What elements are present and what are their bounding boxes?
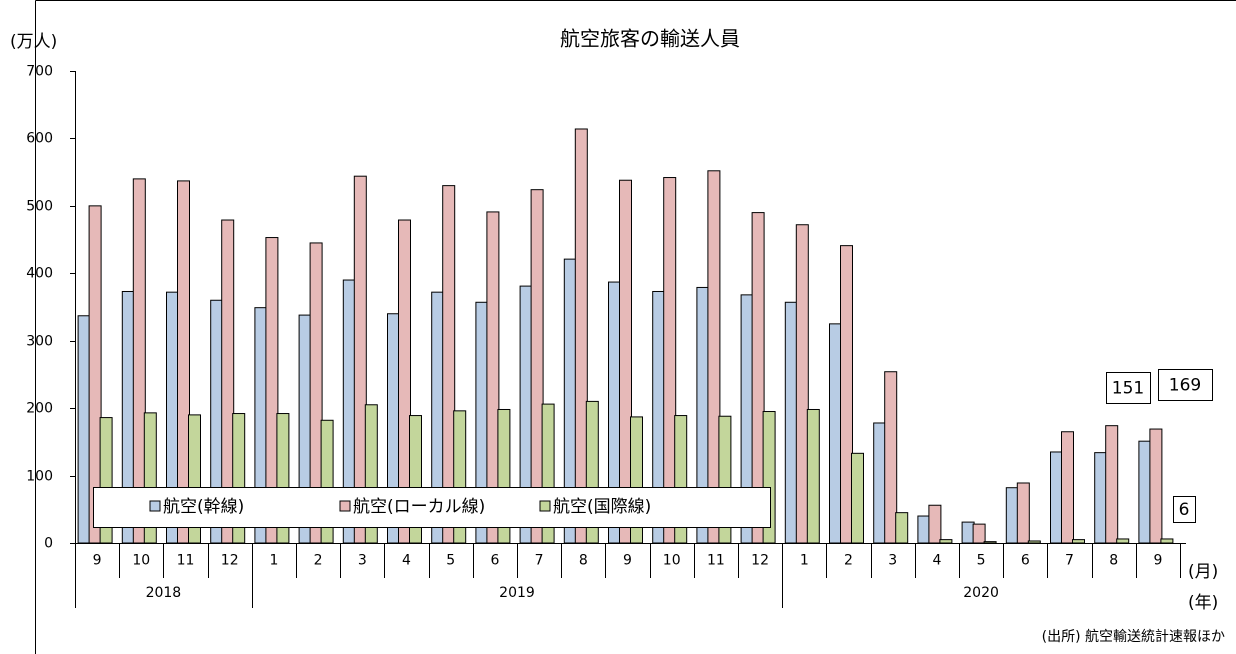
x-group-label: 2018 [146, 585, 182, 601]
x-group-label: 2019 [499, 585, 535, 601]
bar [574, 128, 588, 544]
bar [784, 301, 798, 544]
value-label: 6 [1179, 500, 1190, 520]
y-tick-label: 500 [26, 199, 53, 215]
chart-title: 航空旅客の輸送人員 [560, 27, 740, 51]
x-tick-label: 6 [1021, 553, 1030, 569]
x-tick-label: 4 [932, 553, 941, 569]
bar [873, 422, 887, 544]
x-tick-label: 5 [446, 553, 455, 569]
bar [1072, 539, 1085, 544]
legend-label: 航空(幹線) [163, 496, 244, 517]
value-label-box [1106, 372, 1151, 404]
bar [961, 521, 975, 544]
bar [806, 408, 820, 544]
bar [928, 504, 942, 544]
x-tick-label: 12 [221, 553, 239, 569]
x-axis-label: (月) [1188, 562, 1218, 582]
value-label: 151 [1112, 379, 1144, 399]
bar [1061, 431, 1074, 544]
y-tick-label: 100 [26, 469, 53, 485]
legend-swatch [539, 500, 551, 512]
bar [1160, 538, 1174, 544]
bar [1116, 538, 1130, 544]
bar [895, 512, 909, 544]
bar [1149, 428, 1163, 544]
bar [1050, 451, 1063, 544]
y-tick-label: 200 [26, 401, 53, 417]
bar [1105, 425, 1119, 544]
bar [939, 539, 953, 544]
x-tick-label: 3 [358, 553, 367, 569]
value-label: 169 [1169, 376, 1201, 396]
x-tick-label: 4 [402, 553, 411, 569]
bar [884, 371, 898, 544]
x-tick-label: 1 [800, 553, 809, 569]
legend-swatch [339, 500, 351, 512]
x-tick-label: 11 [177, 553, 195, 569]
bar [77, 315, 91, 544]
x-tick-label: 9 [1153, 553, 1162, 569]
x-tick-label: 9 [93, 553, 102, 569]
bar [972, 523, 986, 544]
x-tick-label: 9 [623, 553, 632, 569]
y-tick-label: 700 [26, 64, 53, 80]
y-tick-label: 600 [26, 131, 53, 147]
x-tick-label: 7 [535, 553, 544, 569]
bar [1016, 482, 1030, 544]
bar [1005, 487, 1019, 544]
x-tick-label: 11 [707, 553, 725, 569]
x-tick-label: 10 [663, 553, 681, 569]
y-tick-label: 300 [26, 334, 53, 350]
legend-label: 航空(ローカル線) [353, 497, 485, 517]
value-label-box [1173, 496, 1196, 523]
bar [917, 515, 931, 544]
source-note: (出所) 航空輸送統計速報ほか [1042, 629, 1225, 645]
bar [851, 452, 864, 544]
x-tick-label: 1 [269, 553, 278, 569]
legend-swatch [149, 500, 161, 512]
x-group-label: (年) [1188, 593, 1218, 613]
x-tick-label: 7 [1065, 553, 1074, 569]
bar [1094, 452, 1108, 544]
bar [829, 323, 842, 544]
value-label-box [1158, 369, 1213, 401]
legend-box [93, 487, 771, 528]
x-tick-label: 10 [132, 553, 150, 569]
x-tick-label: 5 [977, 553, 986, 569]
x-group-label: 2020 [963, 585, 999, 601]
legend-label: 航空(国際線) [553, 497, 651, 517]
bar [1138, 440, 1152, 544]
x-tick-label: 8 [1109, 553, 1118, 569]
y-tick-label: 400 [26, 266, 53, 282]
bar [795, 224, 809, 544]
y-axis-label: (万人) [10, 32, 57, 52]
x-tick-label: 6 [490, 553, 499, 569]
bar [1027, 540, 1041, 544]
x-tick-label: 2 [314, 553, 323, 569]
x-tick-label: 8 [579, 553, 588, 569]
bar [983, 541, 997, 544]
x-tick-label: 2 [844, 553, 853, 569]
bar [840, 245, 853, 544]
y-tick-label: 0 [44, 536, 53, 552]
x-tick-label: 3 [888, 553, 897, 569]
x-tick-label: 12 [751, 553, 769, 569]
